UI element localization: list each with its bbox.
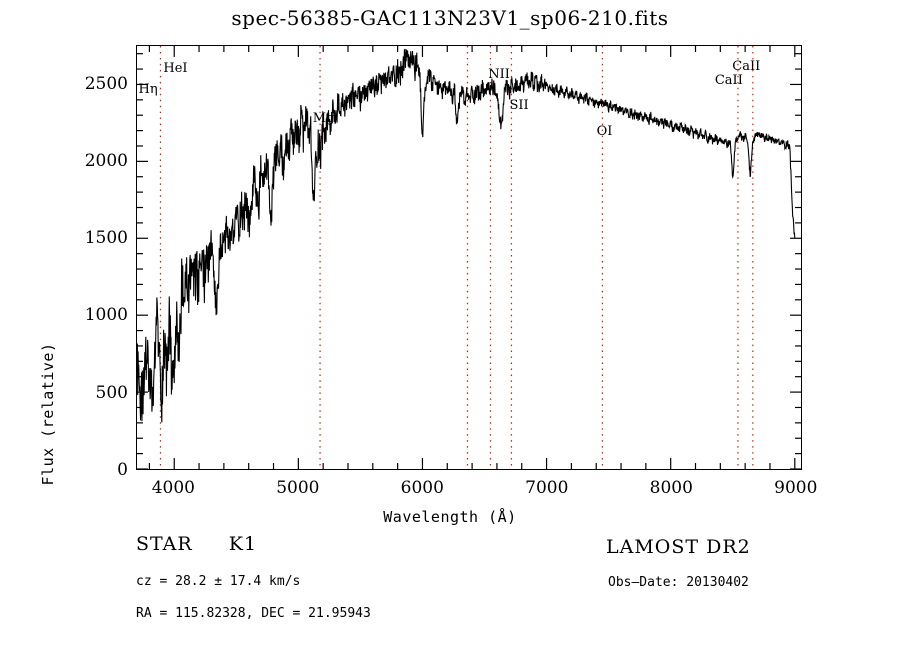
survey-name: LAMOST DR2: [606, 536, 751, 558]
x-tick-label: 5000: [276, 478, 320, 498]
x-tick-label: 8000: [649, 478, 693, 498]
spectral-line-label: Mg: [312, 111, 335, 127]
spectral-line-label: NII: [488, 67, 510, 83]
spectral-line-label: HeI: [163, 61, 188, 76]
spectral-line-label: OI: [596, 124, 613, 140]
spectrum-trace: [137, 48, 796, 423]
spectral-class: K1: [228, 533, 258, 555]
spectral-line-label: SII: [509, 98, 529, 114]
y-axis-title-wrap: Flux (relative): [10, 155, 57, 486]
y-tick-label: 1500: [84, 228, 128, 249]
x-tick-label: 6000: [400, 478, 444, 498]
object-type: STAR: [136, 533, 193, 555]
plot-frame: [136, 45, 802, 470]
spectral-line-label: CaII: [714, 72, 743, 88]
page-title: spec-56385-GAC113N23V1_sp06-210.fits: [231, 6, 669, 30]
x-axis-tick-labels: 4000 5000 6000 7000 8000 9000: [0, 478, 900, 504]
y-tick-label: 0: [117, 460, 128, 480]
y-tick-label: 2000: [84, 150, 128, 171]
redshift-velocity: cz = 28.2 ± 17.4 km/s: [136, 574, 301, 589]
x-tick-label: 9000: [774, 478, 818, 498]
observation-date: Obs–Date: 20130402: [608, 575, 749, 590]
y-tick-label: 500: [95, 382, 128, 403]
coordinates: RA = 115.82328, DEC = 21.95943: [136, 606, 371, 621]
spectrum-canvas: [137, 46, 801, 469]
x-tick-label: 4000: [151, 478, 195, 498]
object-type-and-class: STAR K1: [136, 533, 257, 555]
x-axis-title: Wavelength (Å): [383, 508, 517, 526]
y-tick-label: 2500: [84, 73, 128, 94]
spectral-line-label: Hη: [138, 81, 158, 97]
y-axis-tick-labels: 0 500 1000 1500 2000 2500: [62, 0, 128, 650]
y-tick-label: 1000: [84, 305, 128, 326]
x-tick-label: 7000: [525, 478, 569, 498]
spectral-line-label: CaII: [732, 59, 761, 75]
